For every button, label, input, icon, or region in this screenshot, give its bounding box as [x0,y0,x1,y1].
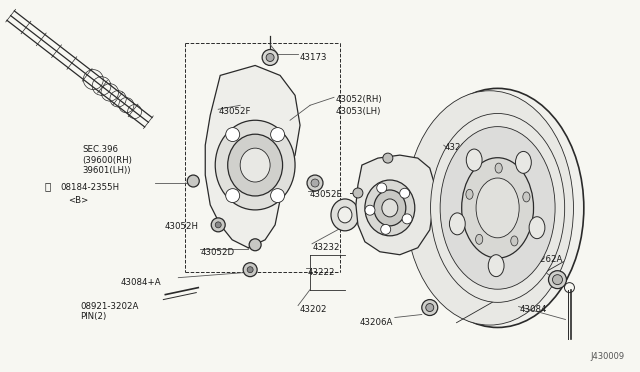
Text: 43206A: 43206A [360,318,394,327]
Circle shape [311,179,319,187]
Text: 43052D: 43052D [200,248,234,257]
Ellipse shape [495,163,502,173]
Circle shape [226,128,239,141]
Text: 08184-2355H: 08184-2355H [61,183,120,192]
Circle shape [426,304,434,311]
Ellipse shape [382,199,398,217]
Circle shape [271,128,285,141]
Circle shape [247,267,253,273]
Circle shape [226,189,239,203]
Polygon shape [205,65,300,248]
Text: 43173: 43173 [300,52,328,61]
Ellipse shape [374,190,406,226]
Circle shape [262,49,278,65]
Circle shape [381,224,390,234]
Ellipse shape [412,89,584,327]
Circle shape [377,183,387,193]
Ellipse shape [488,255,504,277]
Circle shape [249,239,261,251]
Polygon shape [356,155,435,255]
Ellipse shape [440,126,555,289]
Ellipse shape [228,134,283,196]
Text: Ⓑ: Ⓑ [44,181,51,191]
Ellipse shape [431,113,564,302]
Text: 43232: 43232 [313,243,340,252]
Ellipse shape [467,149,482,171]
Text: <B>: <B> [68,196,89,205]
Ellipse shape [523,192,530,202]
Text: J430009: J430009 [590,352,625,361]
Ellipse shape [515,151,531,173]
Text: 43052E: 43052E [310,190,343,199]
Ellipse shape [215,120,295,210]
Circle shape [402,214,412,224]
Circle shape [548,271,566,289]
Circle shape [266,54,274,61]
Circle shape [215,222,221,228]
Text: 43084+A: 43084+A [120,278,161,287]
Ellipse shape [476,178,519,238]
Text: 43052(RH): 43052(RH) [336,95,383,104]
Ellipse shape [511,236,518,246]
Circle shape [400,188,410,198]
Ellipse shape [449,213,465,235]
Text: SEC.396
(39600(RH)
39601(LH)): SEC.396 (39600(RH) 39601(LH)) [83,145,132,175]
Circle shape [552,275,563,285]
Text: 43262A: 43262A [529,255,563,264]
Circle shape [211,218,225,232]
Circle shape [271,189,285,203]
Circle shape [422,299,438,315]
Ellipse shape [331,199,359,231]
Circle shape [243,263,257,277]
Text: 43052F: 43052F [218,107,251,116]
Ellipse shape [461,158,534,258]
Text: 43052H: 43052H [164,222,198,231]
Text: 43084: 43084 [520,305,547,314]
Circle shape [383,153,393,163]
Text: 08921-3202A
PIN(2): 08921-3202A PIN(2) [81,302,139,321]
Ellipse shape [476,234,483,244]
Text: 43207: 43207 [445,143,472,152]
Ellipse shape [529,217,545,239]
Ellipse shape [365,180,415,236]
Ellipse shape [466,189,473,199]
Circle shape [353,188,363,198]
Text: 43222: 43222 [308,268,335,277]
Text: 43202: 43202 [300,305,328,314]
Circle shape [307,175,323,191]
Ellipse shape [338,207,352,223]
Circle shape [188,175,199,187]
Text: 43053(LH): 43053(LH) [336,107,381,116]
Ellipse shape [406,91,573,325]
Ellipse shape [240,148,270,182]
Circle shape [365,205,375,215]
